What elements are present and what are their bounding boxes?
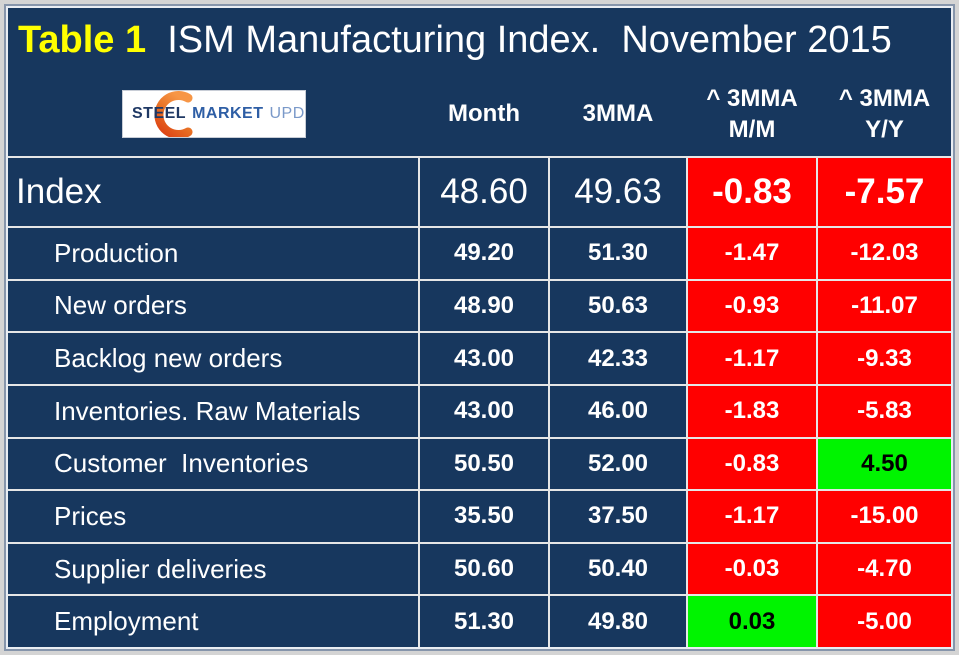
column-header-month: Month [448, 100, 520, 128]
logo-text: STEEL MARKET UPDATE [123, 104, 306, 125]
yy-change-value: -11.07 [816, 280, 951, 332]
outer-border: Table 1 ISM Manufacturing Index. Novembe… [4, 4, 955, 651]
3mma-value: 49.63 [548, 158, 686, 226]
column-header-3mma-mm-line2: M/M [728, 116, 776, 143]
row-label: Employment [54, 606, 199, 637]
month-value: 48.90 [418, 280, 548, 332]
table-row-prices: Prices 35.50 37.50 -1.17 -15.00 [8, 489, 951, 542]
mm-change-value: -1.17 [686, 333, 816, 384]
month-value: 51.30 [418, 596, 548, 647]
yy-change-value: -9.33 [816, 333, 951, 384]
column-header-row: STEEL MARKET UPDATE Month 3MMA ^ 3MMA M/… [8, 72, 951, 156]
column-header-3mma-yy-line1: ^ 3MMA [838, 84, 931, 112]
title-tag: Table 1 [18, 18, 147, 61]
table-background: Table 1 ISM Manufacturing Index. Novembe… [6, 6, 953, 649]
mm-change-value: -0.83 [686, 158, 816, 226]
mm-change-value: -0.03 [686, 543, 816, 595]
column-header-3mma-yy-line2: Y/Y [865, 116, 904, 143]
mm-change-value: -1.17 [686, 491, 816, 542]
yy-change-value: -12.03 [816, 228, 951, 279]
mm-change-value: 0.03 [686, 596, 816, 647]
mm-change-value: -1.47 [686, 228, 816, 279]
logo-cell: STEEL MARKET UPDATE [8, 72, 418, 156]
3mma-value: 51.30 [548, 228, 686, 279]
table-body: Index 48.60 49.63 -0.83 -7.57 Production… [8, 156, 951, 647]
yy-change-value: -5.83 [816, 385, 951, 437]
mm-change-value: -0.93 [686, 280, 816, 332]
logo-word-market: MARKET [192, 104, 264, 122]
yy-change-value: -7.57 [816, 158, 951, 226]
table-row-backlog-new-orders: Backlog new orders 43.00 42.33 -1.17 -9.… [8, 331, 951, 384]
column-header-3mma-mm-line1: ^ 3MMA [706, 84, 798, 112]
table-row-new-orders: New orders 48.90 50.63 -0.93 -11.07 [8, 278, 951, 332]
row-label: Supplier deliveries [54, 553, 267, 584]
yy-change-value: 4.50 [816, 438, 951, 490]
table-row-customer-inventories: Customer Inventories 50.50 52.00 -0.83 4… [8, 436, 951, 490]
page-title: Table 1 ISM Manufacturing Index. Novembe… [8, 8, 951, 72]
table-row-supplier-deliveries: Supplier deliveries 50.60 50.40 -0.03 -4… [8, 541, 951, 595]
row-label: Backlog new orders [54, 343, 283, 374]
logo-word-update: UPDATE [269, 104, 306, 122]
month-value: 43.00 [418, 333, 548, 384]
row-label: Customer Inventories [54, 448, 309, 479]
3mma-value: 37.50 [548, 491, 686, 542]
table-row-production: Production 49.20 51.30 -1.47 -12.03 [8, 226, 951, 279]
3mma-value: 52.00 [548, 438, 686, 490]
yy-change-value: -5.00 [816, 596, 951, 647]
mm-change-value: -0.83 [686, 438, 816, 490]
month-value: 49.20 [418, 228, 548, 279]
row-label: Production [54, 237, 179, 268]
steel-market-update-logo: STEEL MARKET UPDATE [122, 90, 306, 138]
table-row-inventories-raw-materials: Inventories. Raw Materials 43.00 46.00 -… [8, 383, 951, 437]
row-label: Index [16, 172, 102, 211]
logo-word-steel: STEEL [132, 104, 187, 122]
month-value: 50.60 [418, 543, 548, 595]
table-row-index: Index 48.60 49.63 -0.83 -7.57 [8, 156, 951, 226]
month-value: 43.00 [418, 385, 548, 437]
3mma-value: 50.63 [548, 280, 686, 332]
crescent-icon [154, 91, 193, 137]
column-header-3mma: 3MMA [582, 100, 654, 128]
mm-change-value: -1.83 [686, 385, 816, 437]
row-label: Prices [54, 500, 127, 531]
month-value: 50.50 [418, 438, 548, 490]
row-label: Inventories. Raw Materials [54, 395, 361, 426]
3mma-value: 46.00 [548, 385, 686, 437]
column-header-3mma-yy: ^ 3MMA Y/Y [816, 72, 951, 156]
month-value: 35.50 [418, 491, 548, 542]
yy-change-value: -4.70 [816, 543, 951, 595]
table-row-employment: Employment 51.30 49.80 0.03 -5.00 [8, 594, 951, 647]
column-header-3mma-mm: ^ 3MMA M/M [686, 72, 816, 156]
3mma-value: 50.40 [548, 543, 686, 595]
3mma-value: 49.80 [548, 596, 686, 647]
yy-change-value: -15.00 [816, 491, 951, 542]
month-value: 48.60 [418, 158, 548, 226]
title-text: ISM Manufacturing Index. November 2015 [146, 18, 892, 61]
row-label: New orders [54, 290, 187, 321]
3mma-value: 42.33 [548, 333, 686, 384]
